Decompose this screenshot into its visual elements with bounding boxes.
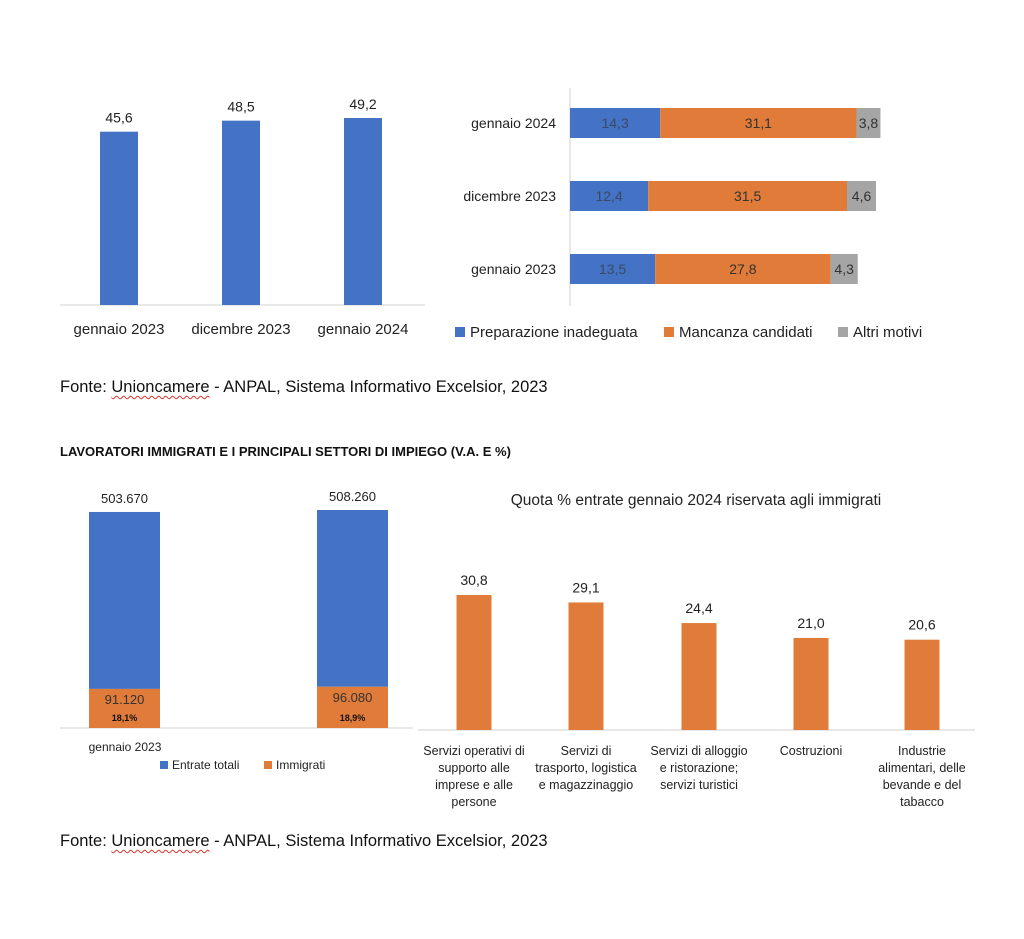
chart4-value-label: 21,0 <box>797 615 824 631</box>
chart1-category-label: gennaio 2023 <box>74 321 165 338</box>
chart4-category-label: Industrie alimentari, delle bevande e del t… <box>878 744 966 809</box>
chart2-segment <box>570 181 649 211</box>
chart2-segment <box>856 108 881 138</box>
chart3-immigrati-segment <box>89 688 160 728</box>
chart3-legend-label: Immigrati <box>276 758 325 772</box>
chart1-category-label: gennaio 2024 <box>318 321 409 338</box>
section-title: LAVORATORI IMMIGRATI E I PRINCIPALI SETT… <box>60 444 511 459</box>
chart1-category-label: dicembre 2023 <box>191 321 290 338</box>
chart-3: 503.670 91.120 18,1% 508.260 96.080 18,9% genn… <box>60 489 413 772</box>
chart2-segment-label: 31,1 <box>745 115 772 131</box>
chart3-share-label: 18,1% <box>112 713 138 723</box>
chart4-value-label: 30,8 <box>460 572 487 588</box>
chart2-segment-label: 13,5 <box>599 261 626 277</box>
chart2-segment-label: 4,6 <box>852 188 872 204</box>
chart2-segment-label: 31,5 <box>734 188 761 204</box>
chart1-bar <box>100 131 138 305</box>
chart2-category-label: gennaio 2023 <box>471 261 556 277</box>
source-note-1: Fonte: Unioncamere - ANPAL, Sistema Info… <box>60 378 548 396</box>
chart4-bar <box>568 602 604 730</box>
chart1-value-label: 45,6 <box>105 110 132 126</box>
chart2-segment <box>830 254 858 284</box>
chart4-title: Quota % entrate gennaio 2024 riservata a… <box>511 492 881 509</box>
chart3-share-label: 18,9% <box>340 713 366 723</box>
chart2-legend-label: Mancanza candidati <box>679 324 812 341</box>
source-note-2: Fonte: Unioncamere - ANPAL, Sistema Info… <box>60 832 548 850</box>
chart3-immigrati-label: 91.120 <box>105 692 145 707</box>
chart4-category-label: Servizi operativi di supporto alle imprese… <box>423 744 524 809</box>
chart4-value-label: 29,1 <box>572 579 599 595</box>
chart2-category-label: dicembre 2023 <box>463 188 556 204</box>
chart2-segment-label: 3,8 <box>859 115 879 131</box>
chart4-bar <box>793 637 829 730</box>
chart4-category-label: Costruzioni <box>780 744 843 758</box>
chart4-category-label: Servizi di alloggio e ristorazione; serviz… <box>650 744 747 792</box>
chart4-bar <box>904 639 940 730</box>
chart2-segment <box>570 108 661 138</box>
chart1-value-label: 49,2 <box>349 96 376 112</box>
chart3-total-segment <box>317 510 388 687</box>
chart3-legend-swatch <box>264 761 272 769</box>
chart3-immigrati-segment <box>317 686 388 728</box>
chart2-segment-label: 4,3 <box>834 261 854 277</box>
chart2-legend-label: Altri motivi <box>853 324 922 341</box>
chart2-legend-label: Preparazione inadeguata <box>470 324 638 341</box>
chart3-total-label: 508.260 <box>329 489 376 504</box>
chart3-total-label: 503.670 <box>101 491 148 506</box>
chart4-bar <box>681 623 717 730</box>
chart2-segment <box>648 181 848 211</box>
chart4-category-label: Servizi di trasporto, logistica e magazzin… <box>535 744 636 792</box>
chart3-legend-label: Entrate totali <box>172 758 239 772</box>
chart4-value-label: 20,6 <box>908 617 935 633</box>
chart4-value-label: 24,4 <box>685 600 712 616</box>
chart-1: 45,6 gennaio 2023 48,5 dicembre 2023 49,2 gen… <box>60 96 425 338</box>
chart2-legend-swatch <box>838 327 848 337</box>
chart3-legend-swatch <box>160 761 168 769</box>
chart2-segment-label: 12,4 <box>595 188 622 204</box>
chart2-legend-swatch <box>455 327 465 337</box>
chart1-value-label: 48,5 <box>227 99 254 115</box>
chart2-segment <box>660 108 857 138</box>
chart4-bar <box>456 595 492 730</box>
chart1-bar <box>222 120 260 305</box>
chart-2: gennaio 2024 14,3 31,1 3,8 dicembre 2023 12,4… <box>455 88 922 341</box>
chart2-segment-label: 27,8 <box>729 261 756 277</box>
chart-4: Quota % entrate gennaio 2024 riservata a… <box>418 492 975 809</box>
chart1-bar <box>344 118 382 305</box>
chart3-category-label: gennaio 2023 <box>89 740 162 754</box>
chart2-segment <box>847 181 877 211</box>
chart3-total-segment <box>89 511 160 689</box>
chart3-immigrati-label: 96.080 <box>333 690 373 705</box>
chart2-segment-label: 14,3 <box>601 115 628 131</box>
chart2-legend-swatch <box>664 327 674 337</box>
chart2-segment <box>570 254 656 284</box>
chart2-segment <box>655 254 831 284</box>
chart2-category-label: gennaio 2024 <box>471 115 556 131</box>
